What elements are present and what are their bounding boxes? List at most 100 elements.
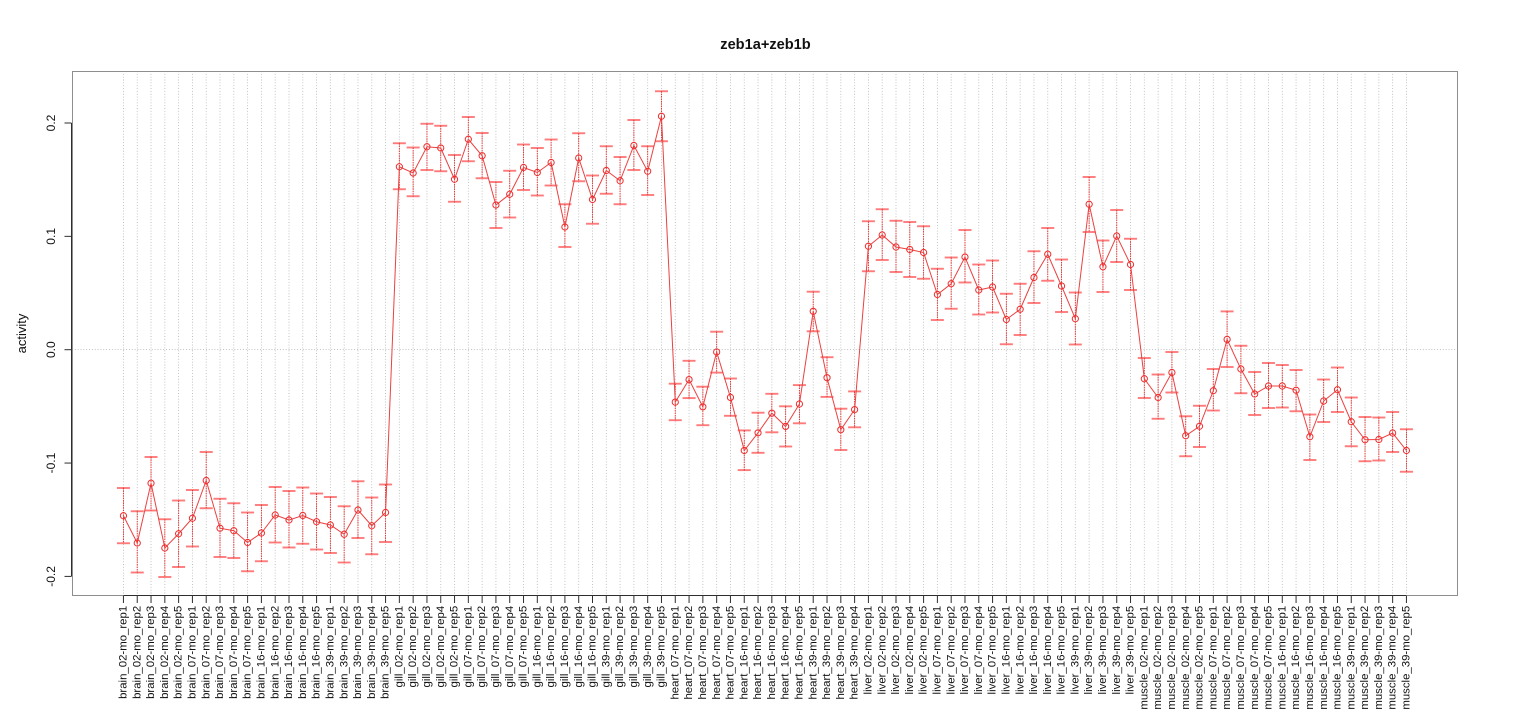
svg-text:heart_07-mo_rep1: heart_07-mo_rep1 <box>669 606 681 700</box>
svg-text:muscle_07-mo_rep2: muscle_07-mo_rep2 <box>1221 606 1233 710</box>
svg-text:heart_07-mo_rep4: heart_07-mo_rep4 <box>711 606 723 700</box>
svg-text:brain_07-mo_rep2: brain_07-mo_rep2 <box>200 606 212 699</box>
svg-text:brain_02-mo_rep3: brain_02-mo_rep3 <box>145 606 157 699</box>
svg-text:brain_16-mo_rep1: brain_16-mo_rep1 <box>256 606 268 699</box>
svg-text:brain_39-mo_rep1: brain_39-mo_rep1 <box>324 606 336 699</box>
svg-text:liver_16-mo_rep3: liver_16-mo_rep3 <box>1028 606 1040 695</box>
svg-text:-0.1: -0.1 <box>44 452 58 473</box>
svg-text:liver_02-mo_rep1: liver_02-mo_rep1 <box>863 606 875 695</box>
svg-text:gill_39-mo_rep4: gill_39-mo_rep4 <box>642 606 654 688</box>
svg-text:muscle_07-mo_rep1: muscle_07-mo_rep1 <box>1207 606 1219 710</box>
svg-text:gill_02-mo_rep5: gill_02-mo_rep5 <box>449 606 461 688</box>
svg-text:heart_16-mo_rep2: heart_16-mo_rep2 <box>752 606 764 700</box>
svg-text:liver_02-mo_rep4: liver_02-mo_rep4 <box>904 606 916 695</box>
svg-text:gill_39-mo_rep5: gill_39-mo_rep5 <box>656 606 668 688</box>
svg-text:gill_07-mo_rep3: gill_07-mo_rep3 <box>490 606 502 688</box>
svg-text:heart_39-mo_rep3: heart_39-mo_rep3 <box>835 606 847 700</box>
svg-text:gill_39-mo_rep3: gill_39-mo_rep3 <box>628 606 640 688</box>
svg-text:gill_07-mo_rep4: gill_07-mo_rep4 <box>504 606 516 688</box>
svg-text:muscle_02-mo_rep5: muscle_02-mo_rep5 <box>1194 606 1206 710</box>
svg-text:brain_16-mo_rep2: brain_16-mo_rep2 <box>269 606 281 699</box>
svg-text:liver_16-mo_rep2: liver_16-mo_rep2 <box>1014 606 1026 695</box>
svg-text:gill_16-mo_rep1: gill_16-mo_rep1 <box>531 606 543 688</box>
svg-text:0.0: 0.0 <box>44 341 58 358</box>
svg-text:brain_02-mo_rep5: brain_02-mo_rep5 <box>173 606 185 699</box>
svg-text:muscle_16-mo_rep4: muscle_16-mo_rep4 <box>1318 606 1330 710</box>
svg-text:liver_39-mo_rep3: liver_39-mo_rep3 <box>1097 606 1109 695</box>
svg-text:gill_16-mo_rep4: gill_16-mo_rep4 <box>573 606 585 688</box>
svg-text:brain_07-mo_rep5: brain_07-mo_rep5 <box>242 606 254 699</box>
svg-text:liver_02-mo_rep5: liver_02-mo_rep5 <box>918 606 930 695</box>
svg-text:heart_39-mo_rep2: heart_39-mo_rep2 <box>821 606 833 700</box>
svg-text:muscle_07-mo_rep3: muscle_07-mo_rep3 <box>1235 606 1247 710</box>
svg-text:gill_39-mo_rep2: gill_39-mo_rep2 <box>614 606 626 688</box>
svg-text:brain_07-mo_rep4: brain_07-mo_rep4 <box>228 606 240 699</box>
svg-text:0.2: 0.2 <box>44 114 58 131</box>
svg-text:liver_02-mo_rep3: liver_02-mo_rep3 <box>890 606 902 695</box>
svg-text:gill_07-mo_rep5: gill_07-mo_rep5 <box>518 606 530 688</box>
svg-text:gill_39-mo_rep1: gill_39-mo_rep1 <box>600 606 612 688</box>
svg-text:brain_39-mo_rep4: brain_39-mo_rep4 <box>366 606 378 699</box>
svg-text:gill_16-mo_rep5: gill_16-mo_rep5 <box>587 606 599 688</box>
svg-text:liver_02-mo_rep2: liver_02-mo_rep2 <box>876 606 888 695</box>
svg-text:muscle_16-mo_rep3: muscle_16-mo_rep3 <box>1304 606 1316 710</box>
svg-text:brain_02-mo_rep2: brain_02-mo_rep2 <box>131 606 143 699</box>
svg-text:liver_07-mo_rep3: liver_07-mo_rep3 <box>959 606 971 695</box>
svg-text:gill_16-mo_rep3: gill_16-mo_rep3 <box>559 606 571 688</box>
svg-text:muscle_39-mo_rep5: muscle_39-mo_rep5 <box>1401 606 1413 710</box>
svg-text:liver_39-mo_rep4: liver_39-mo_rep4 <box>1111 606 1123 695</box>
svg-text:gill_02-mo_rep2: gill_02-mo_rep2 <box>407 606 419 688</box>
svg-text:muscle_39-mo_rep2: muscle_39-mo_rep2 <box>1359 606 1371 710</box>
svg-text:liver_07-mo_rep4: liver_07-mo_rep4 <box>973 606 985 695</box>
svg-text:muscle_39-mo_rep3: muscle_39-mo_rep3 <box>1373 606 1385 710</box>
svg-text:liver_39-mo_rep2: liver_39-mo_rep2 <box>1083 606 1095 695</box>
svg-text:brain_16-mo_rep3: brain_16-mo_rep3 <box>283 606 295 699</box>
svg-text:gill_02-mo_rep4: gill_02-mo_rep4 <box>435 606 447 688</box>
svg-text:gill_02-mo_rep3: gill_02-mo_rep3 <box>421 606 433 688</box>
svg-text:muscle_39-mo_rep4: muscle_39-mo_rep4 <box>1387 606 1399 710</box>
svg-text:muscle_07-mo_rep4: muscle_07-mo_rep4 <box>1249 606 1261 710</box>
svg-text:liver_16-mo_rep4: liver_16-mo_rep4 <box>1042 606 1054 695</box>
svg-text:muscle_02-mo_rep2: muscle_02-mo_rep2 <box>1152 606 1164 710</box>
svg-text:brain_39-mo_rep3: brain_39-mo_rep3 <box>352 606 364 699</box>
svg-text:-0.2: -0.2 <box>44 566 58 587</box>
svg-text:liver_07-mo_rep2: liver_07-mo_rep2 <box>945 606 957 695</box>
svg-text:activity: activity <box>14 313 29 353</box>
svg-text:brain_07-mo_rep1: brain_07-mo_rep1 <box>187 606 199 699</box>
svg-text:heart_07-mo_rep5: heart_07-mo_rep5 <box>725 606 737 700</box>
svg-text:heart_16-mo_rep3: heart_16-mo_rep3 <box>766 606 778 700</box>
svg-text:muscle_02-mo_rep1: muscle_02-mo_rep1 <box>1138 606 1150 710</box>
svg-text:0.1: 0.1 <box>44 228 58 245</box>
svg-text:brain_39-mo_rep5: brain_39-mo_rep5 <box>380 606 392 699</box>
svg-text:brain_02-mo_rep1: brain_02-mo_rep1 <box>118 606 130 699</box>
svg-text:heart_07-mo_rep2: heart_07-mo_rep2 <box>683 606 695 700</box>
svg-text:heart_07-mo_rep3: heart_07-mo_rep3 <box>697 606 709 700</box>
svg-text:gill_02-mo_rep1: gill_02-mo_rep1 <box>393 606 405 688</box>
svg-text:liver_39-mo_rep5: liver_39-mo_rep5 <box>1125 606 1137 695</box>
svg-text:brain_07-mo_rep3: brain_07-mo_rep3 <box>214 606 226 699</box>
svg-text:liver_16-mo_rep5: liver_16-mo_rep5 <box>1056 606 1068 695</box>
svg-text:brain_16-mo_rep4: brain_16-mo_rep4 <box>297 606 309 699</box>
svg-text:muscle_16-mo_rep1: muscle_16-mo_rep1 <box>1276 606 1288 710</box>
svg-text:muscle_16-mo_rep2: muscle_16-mo_rep2 <box>1290 606 1302 710</box>
svg-text:gill_07-mo_rep2: gill_07-mo_rep2 <box>476 606 488 688</box>
svg-text:muscle_02-mo_rep4: muscle_02-mo_rep4 <box>1180 606 1192 710</box>
svg-text:liver_16-mo_rep1: liver_16-mo_rep1 <box>1000 606 1012 695</box>
svg-text:muscle_02-mo_rep3: muscle_02-mo_rep3 <box>1166 606 1178 710</box>
svg-text:liver_07-mo_rep1: liver_07-mo_rep1 <box>931 606 943 695</box>
svg-text:brain_16-mo_rep5: brain_16-mo_rep5 <box>311 606 323 699</box>
svg-text:gill_16-mo_rep2: gill_16-mo_rep2 <box>545 606 557 688</box>
svg-text:gill_07-mo_rep1: gill_07-mo_rep1 <box>462 606 474 688</box>
svg-text:muscle_07-mo_rep5: muscle_07-mo_rep5 <box>1263 606 1275 710</box>
svg-text:brain_02-mo_rep4: brain_02-mo_rep4 <box>159 606 171 699</box>
svg-text:liver_39-mo_rep1: liver_39-mo_rep1 <box>1069 606 1081 695</box>
svg-text:heart_16-mo_rep5: heart_16-mo_rep5 <box>794 606 806 700</box>
svg-text:brain_39-mo_rep2: brain_39-mo_rep2 <box>338 606 350 699</box>
svg-text:liver_07-mo_rep5: liver_07-mo_rep5 <box>987 606 999 695</box>
svg-text:zeb1a+zeb1b: zeb1a+zeb1b <box>720 37 811 53</box>
svg-text:heart_39-mo_rep1: heart_39-mo_rep1 <box>807 606 819 700</box>
svg-text:muscle_39-mo_rep1: muscle_39-mo_rep1 <box>1345 606 1357 710</box>
svg-text:muscle_16-mo_rep5: muscle_16-mo_rep5 <box>1332 606 1344 710</box>
svg-text:heart_16-mo_rep4: heart_16-mo_rep4 <box>780 606 792 700</box>
svg-text:heart_39-mo_rep4: heart_39-mo_rep4 <box>849 606 861 700</box>
